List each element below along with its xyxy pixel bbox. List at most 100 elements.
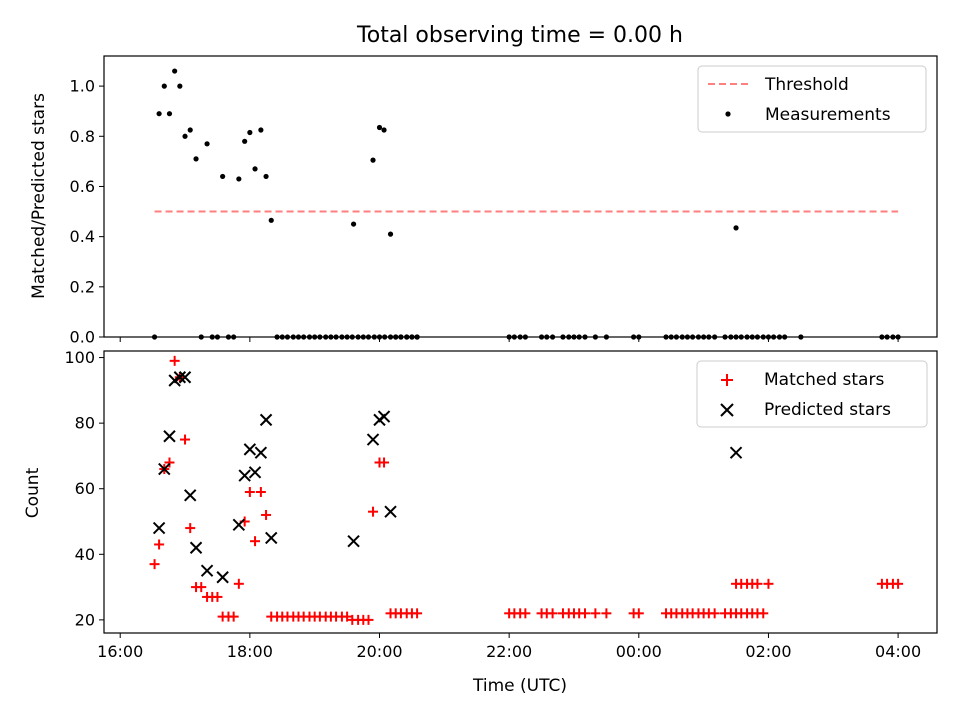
measurement-point	[220, 173, 226, 180]
measurement-point	[252, 166, 258, 172]
predicted-star-point	[729, 446, 743, 459]
matched-star-point	[228, 611, 239, 622]
measurement-point	[236, 176, 242, 182]
bottom-ytick-label: 100	[64, 348, 95, 367]
legend-threshold-label: Threshold	[764, 75, 849, 95]
measurement-point	[177, 83, 183, 89]
matched-star-point	[752, 578, 763, 589]
top-ylabel: Matched/Predicted stars	[29, 93, 49, 299]
top-marks	[151, 68, 901, 340]
top-ytick-label: 0.2	[70, 277, 95, 296]
matched-star-point	[342, 611, 353, 622]
measurement-point	[161, 83, 167, 89]
top-ytick-label: 0.8	[70, 127, 95, 146]
matched-star-point	[363, 614, 374, 625]
bottom-xtick-label: 00:00	[616, 642, 662, 661]
measurement-point	[182, 133, 188, 139]
top-legend-frame	[697, 65, 927, 133]
predicted-star-point	[243, 443, 257, 456]
matched-star-point	[154, 539, 165, 550]
predicted-star-point	[347, 534, 360, 548]
top-ytick-label: 0.0	[70, 328, 95, 347]
measurement-point	[187, 127, 193, 133]
predicted-star-point	[259, 413, 273, 427]
measurement-point	[172, 68, 178, 74]
bottom-xtick-label: 02:00	[745, 642, 791, 661]
predicted-star-point	[184, 489, 197, 502]
matched-star-point	[368, 506, 379, 517]
measurement-point	[263, 173, 269, 180]
matched-star-point	[412, 608, 423, 619]
predicted-star-point	[248, 466, 262, 479]
top-ytick-label: 1.0	[70, 77, 95, 96]
matched-star-point	[169, 355, 180, 366]
legend-predicted-swatch	[720, 403, 734, 417]
matched-star-point	[590, 608, 601, 619]
predicted-star-point	[265, 531, 278, 545]
matched-star-point	[633, 608, 644, 619]
top-axes-frame	[103, 55, 938, 338]
predicted-star-point	[254, 446, 268, 459]
matched-star-point	[379, 457, 390, 468]
bottom-marks	[149, 355, 904, 625]
top-ytick-label: 0.4	[70, 227, 95, 246]
predicted-star-point	[178, 371, 192, 384]
bottom-ylabel: Count	[23, 467, 43, 518]
measurement-point	[258, 127, 264, 133]
matched-star-point	[185, 523, 196, 534]
matched-star-point	[709, 608, 720, 619]
top-title: Total observing time = 0.00 h	[356, 23, 683, 48]
measurement-point	[242, 138, 248, 144]
bottom-yticks: 20 40 60 80 100	[64, 348, 104, 629]
matched-star-point	[520, 608, 531, 619]
predicted-star-point	[152, 521, 166, 535]
measurement-point	[370, 157, 376, 163]
legend-matched-label: Matched stars	[764, 370, 884, 390]
bottom-legend: Matched stars Predicted stars	[696, 360, 928, 428]
matched-star-point	[149, 559, 160, 570]
legend-measurements-label: Measurements	[765, 105, 891, 125]
matched-star-point	[580, 608, 591, 619]
legend-predicted-label: Predicted stars	[764, 400, 891, 420]
predicted-star-point	[163, 430, 176, 443]
bottom-xticks: 16:00 18:00 20:00 22:00 00:00 02:00 04:00	[97, 633, 921, 661]
bottom-plot-area: 20 40 60 80 100 16:00 18:00 20:00 22:00 00:00 02:…	[64, 348, 938, 661]
bottom-xtick-label: 18:00	[227, 642, 273, 661]
predicted-star-point	[238, 469, 251, 482]
measurement-point	[381, 127, 387, 133]
matched-star-point	[212, 591, 223, 602]
matched-star-point	[164, 457, 175, 468]
predicted-star-point	[377, 410, 391, 423]
matched-star-point	[763, 578, 774, 589]
top-yticks: 0.0 0.2 0.4 0.6 0.8 1.0	[70, 77, 104, 347]
matched-star-point	[601, 608, 612, 619]
measurement-point	[268, 217, 274, 223]
legend-measurements-swatch	[725, 111, 731, 117]
measurement-point	[156, 111, 162, 117]
predicted-star-point	[366, 433, 380, 446]
matched-star-point	[196, 582, 207, 593]
predicted-star-point	[189, 541, 203, 554]
bottom-axes-frame	[103, 350, 938, 634]
matched-star-point	[180, 434, 191, 445]
top-plot-area: 0.0 0.2 0.4 0.6 0.8 1.0	[70, 55, 938, 347]
bottom-ytick-label: 80	[75, 414, 95, 433]
matched-star-point	[261, 509, 272, 520]
matched-star-point	[255, 487, 266, 497]
bottom-xtick-label: 04:00	[875, 642, 921, 661]
bottom-legend-frame	[696, 360, 928, 428]
matched-star-point	[893, 578, 904, 589]
matched-star-point	[233, 578, 244, 589]
legend-matched-swatch	[721, 374, 733, 386]
bottom-ytick-label: 20	[75, 610, 95, 629]
bottom-xtick-label: 22:00	[486, 642, 532, 661]
measurement-point	[376, 124, 383, 131]
predicted-star-point	[216, 571, 229, 584]
bottom-xtick-label: 20:00	[356, 642, 402, 661]
measurement-point	[733, 225, 739, 231]
matched-star-point	[547, 608, 558, 619]
predicted-star-point	[232, 518, 246, 531]
bottom-ytick-label: 40	[75, 545, 95, 564]
measurement-point	[204, 141, 210, 147]
predicted-star-point	[200, 564, 214, 577]
